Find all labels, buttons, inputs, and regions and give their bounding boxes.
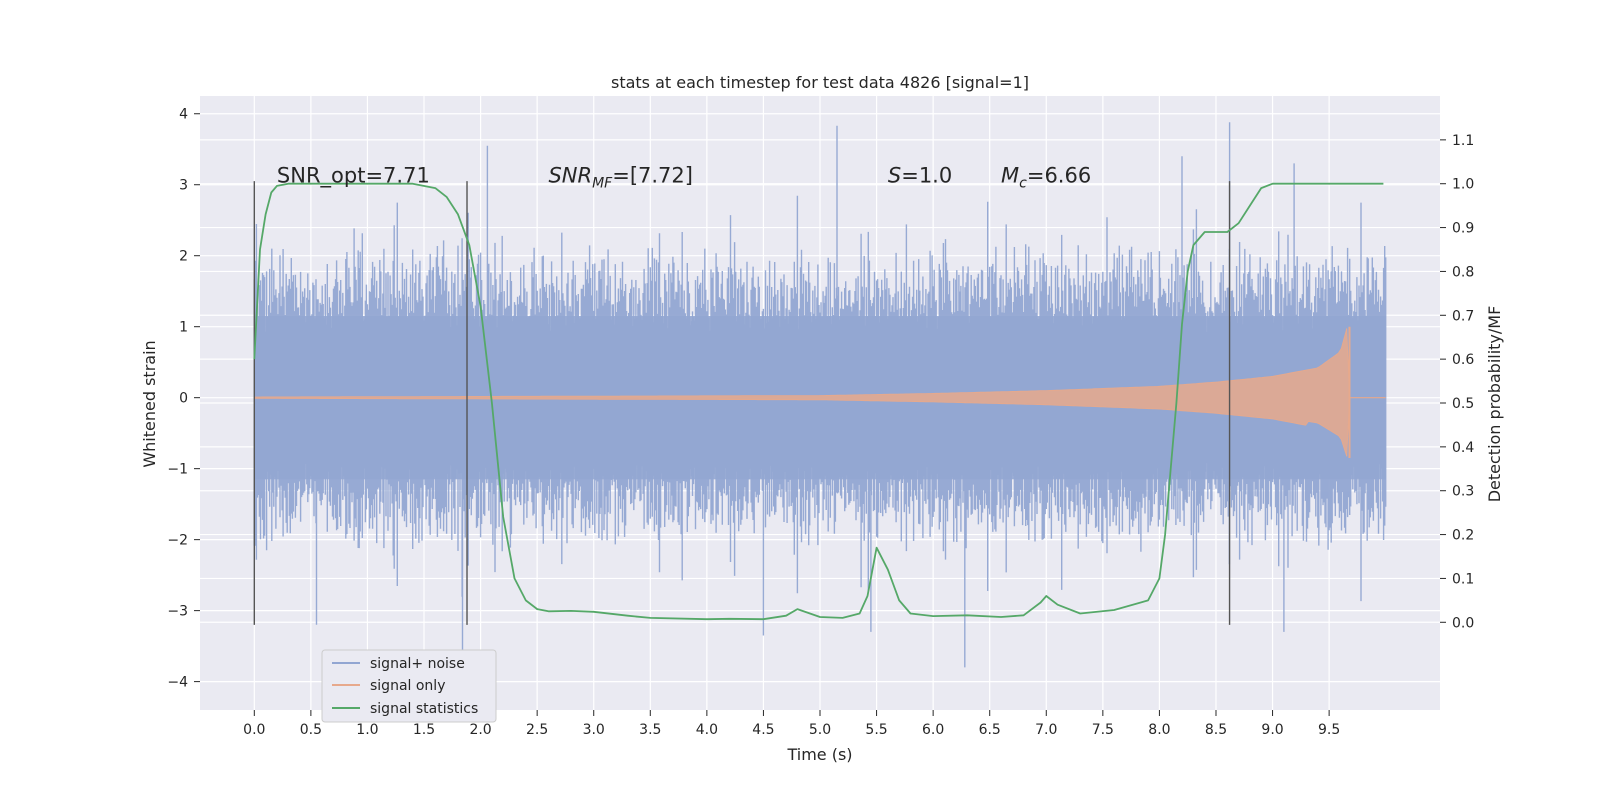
y-tick-label: 0 — [179, 391, 188, 407]
y2-tick-label: 0.3 — [1452, 484, 1474, 500]
vertical-markers — [253, 181, 1231, 625]
annotation-sub: MF — [592, 176, 613, 192]
annotation-main: SNR_opt=7.71 — [277, 164, 430, 189]
y2-tick-label: 1.1 — [1452, 133, 1474, 149]
x-tick-label: 7.5 — [1092, 722, 1114, 738]
chart-title: stats at each timestep for test data 482… — [611, 73, 1029, 92]
x-tick-label: 8.0 — [1148, 722, 1170, 738]
x-tick-label: 9.5 — [1318, 722, 1340, 738]
x-tick-label: 4.5 — [752, 722, 774, 738]
annotation-snr-opt: SNR_opt=7.71 — [277, 164, 430, 189]
x-tick-label: 2.0 — [469, 722, 491, 738]
series-signal-only — [253, 326, 1386, 459]
x-tick-label: 9.0 — [1261, 722, 1283, 738]
annotation-mc: Mc=6.66 — [1001, 164, 1091, 192]
annotation-main: S — [888, 164, 901, 188]
y2-tick-label: 0.8 — [1452, 264, 1474, 280]
x-tick-label: 8.5 — [1205, 722, 1227, 738]
signal-only-envelope — [253, 328, 1350, 457]
y-axis-label: Whitened strain — [140, 340, 159, 467]
y-tick-label: 3 — [179, 178, 188, 194]
annotation-value: =1.0 — [901, 164, 952, 188]
x-tick-label: 6.5 — [979, 722, 1001, 738]
x-tick-label: 3.0 — [583, 722, 605, 738]
x-tick-label: 0.5 — [300, 722, 322, 738]
signal-statistics-line — [253, 182, 1384, 621]
y-tick-label: −1 — [167, 462, 188, 478]
x-tick-label: 2.5 — [526, 722, 548, 738]
y2-tick-label: 0.4 — [1452, 440, 1474, 456]
x-tick-label: 4.0 — [696, 722, 718, 738]
y2-tick-label: 0.6 — [1452, 352, 1474, 368]
y2-tick-label: 0.0 — [1452, 615, 1474, 631]
y2-axis-label: Detection probability/MF — [1485, 306, 1504, 503]
annotation-value: =[7.72] — [612, 164, 693, 188]
y-tick-label: 2 — [179, 249, 188, 265]
legend-label-signal-statistics: signal statistics — [370, 701, 478, 717]
x-tick-label: 5.0 — [809, 722, 831, 738]
x-tick-label: 3.5 — [639, 722, 661, 738]
y2-tick-label: 1.0 — [1452, 177, 1474, 193]
annotation-snr-mf: SNRMF=[7.72] — [548, 164, 693, 192]
y2-tick-label: 0.7 — [1452, 308, 1474, 324]
annotation-sub: c — [1019, 176, 1027, 192]
y-tick-label: 4 — [179, 107, 188, 123]
legend: signal+ noise signal only signal statist… — [321, 649, 497, 723]
x-tick-label: 1.5 — [413, 722, 435, 738]
annotation-value: =6.66 — [1027, 164, 1091, 188]
y-tick-label: −3 — [167, 604, 188, 620]
x-tick-label: 1.0 — [356, 722, 378, 738]
annotation-s: S=1.0 — [888, 164, 952, 188]
y2-tick-label: 0.9 — [1452, 221, 1474, 237]
legend-label-signal-plus-noise: signal+ noise — [370, 656, 465, 672]
legend-label-signal-only: signal only — [370, 678, 445, 694]
y2-tick-label: 0.2 — [1452, 528, 1474, 544]
y-tick-label: 1 — [179, 320, 188, 336]
legend-box — [321, 649, 497, 723]
annotation-main: M — [1001, 164, 1019, 188]
y-tick-label: −2 — [167, 533, 188, 549]
y2-tick-label: 0.5 — [1452, 396, 1474, 412]
x-tick-label: 7.0 — [1035, 722, 1057, 738]
x-axis-label: Time (s) — [786, 745, 852, 764]
axis-ticks: 0.0 0.5 1.0 1.5 2.0 2.5 3.0 3.5 4.0 4.5 5.0 5.5 6.0 6… — [167, 107, 1474, 738]
annotation-main: SNR — [548, 164, 592, 188]
x-tick-label: 5.5 — [865, 722, 887, 738]
x-tick-label: 6.0 — [922, 722, 944, 738]
y-tick-label: −4 — [167, 675, 188, 691]
y2-tick-label: 0.1 — [1452, 571, 1474, 587]
x-tick-label: 0.0 — [243, 722, 265, 738]
series-signal-statistics — [253, 182, 1384, 621]
annotations: SNR_opt=7.71 SNRMF=[7.72] S=1.0 Mc=6.66 — [277, 164, 1091, 192]
